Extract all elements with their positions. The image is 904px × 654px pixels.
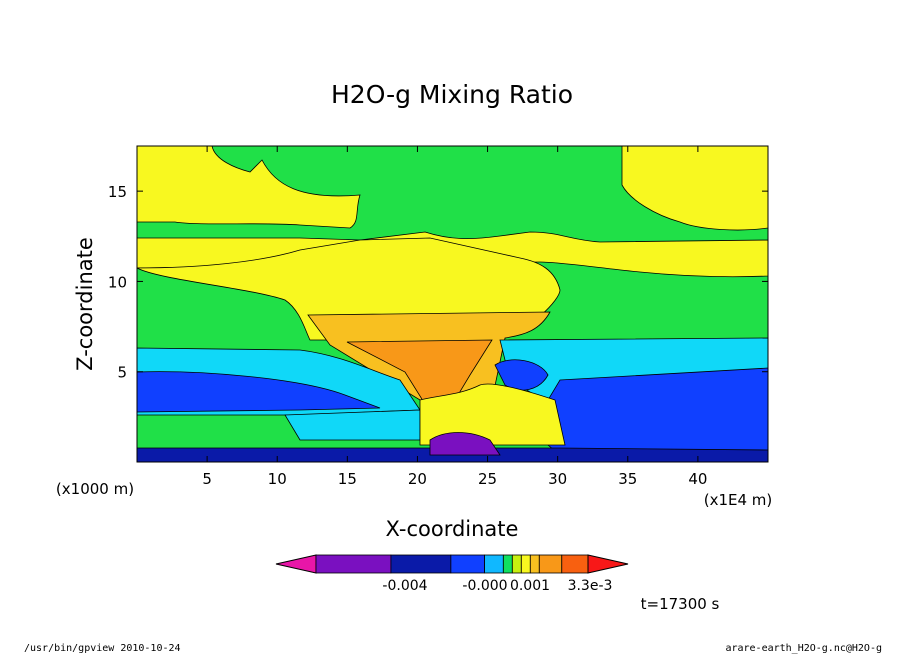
x-tick-label: 35 <box>618 470 637 488</box>
colorbar-tick-label: -0.004 <box>382 578 427 594</box>
colorbar-swatch <box>511 554 522 574</box>
colorbar-extend-low <box>275 554 317 574</box>
x-tick-label: 15 <box>338 470 357 488</box>
x-tick-label: 20 <box>408 470 427 488</box>
x-tick-label: 40 <box>688 470 707 488</box>
x-axis-label: X-coordinate <box>386 517 519 541</box>
colorbar-swatch <box>529 554 540 574</box>
colorbar-swatch <box>520 554 531 574</box>
zone-stratosphere-right <box>621 146 768 231</box>
footer-left: /usr/bin/gpview 2010-10-24 <box>24 643 181 654</box>
x-tick-label: 5 <box>202 470 212 488</box>
zone-surface-cyan <box>284 409 421 441</box>
chart-title: H2O-g Mixing Ratio <box>331 80 573 109</box>
y-unit-label: (x1000 m) <box>56 480 134 498</box>
plot-frame <box>136 145 769 463</box>
zone-convective-core <box>419 383 566 446</box>
x-tick-label: 25 <box>478 470 497 488</box>
colorbar-tick-label: -0.000 <box>462 578 507 594</box>
colorbar-swatch <box>390 554 452 574</box>
zone-stratosphere-left <box>137 146 361 229</box>
x-tick-label: 30 <box>548 470 567 488</box>
colorbar-swatch <box>484 554 504 574</box>
colorbar-swatch <box>538 554 563 574</box>
time-label: t=17300 s <box>641 595 720 613</box>
y-axis-label: Z-coordinate <box>73 237 97 371</box>
colorbar-swatch <box>315 554 392 574</box>
colorbar-swatch <box>502 554 513 574</box>
colorbar-swatch <box>450 554 485 574</box>
zone-purple-pocket <box>429 432 501 456</box>
colorbar-tick-label: 3.3e-3 <box>568 578 613 594</box>
plot-area <box>136 145 769 463</box>
colorbar-extend-high <box>587 554 629 574</box>
y-axis-ticks: 5 10 15 <box>108 183 768 382</box>
colorbar-swatch <box>561 554 589 574</box>
y-tick-label: 10 <box>108 273 127 291</box>
zone-blue-band <box>137 371 381 413</box>
footer-right: arare-earth_H2O-g.nc@H2O-g <box>725 643 882 654</box>
x-tick-label: 10 <box>268 470 287 488</box>
colorbar-tick-label: 0.001 <box>510 578 550 594</box>
y-tick-label: 5 <box>117 364 127 382</box>
colorbar: -0.004 -0.000 0.001 3.3e-3 <box>275 554 629 594</box>
x-axis-ticks: 5 10 15 20 25 30 35 40 <box>202 146 707 488</box>
x-unit-label: (x1E4 m) <box>704 491 773 509</box>
y-tick-label: 15 <box>108 183 127 201</box>
zone-blue-band-right <box>529 367 768 456</box>
